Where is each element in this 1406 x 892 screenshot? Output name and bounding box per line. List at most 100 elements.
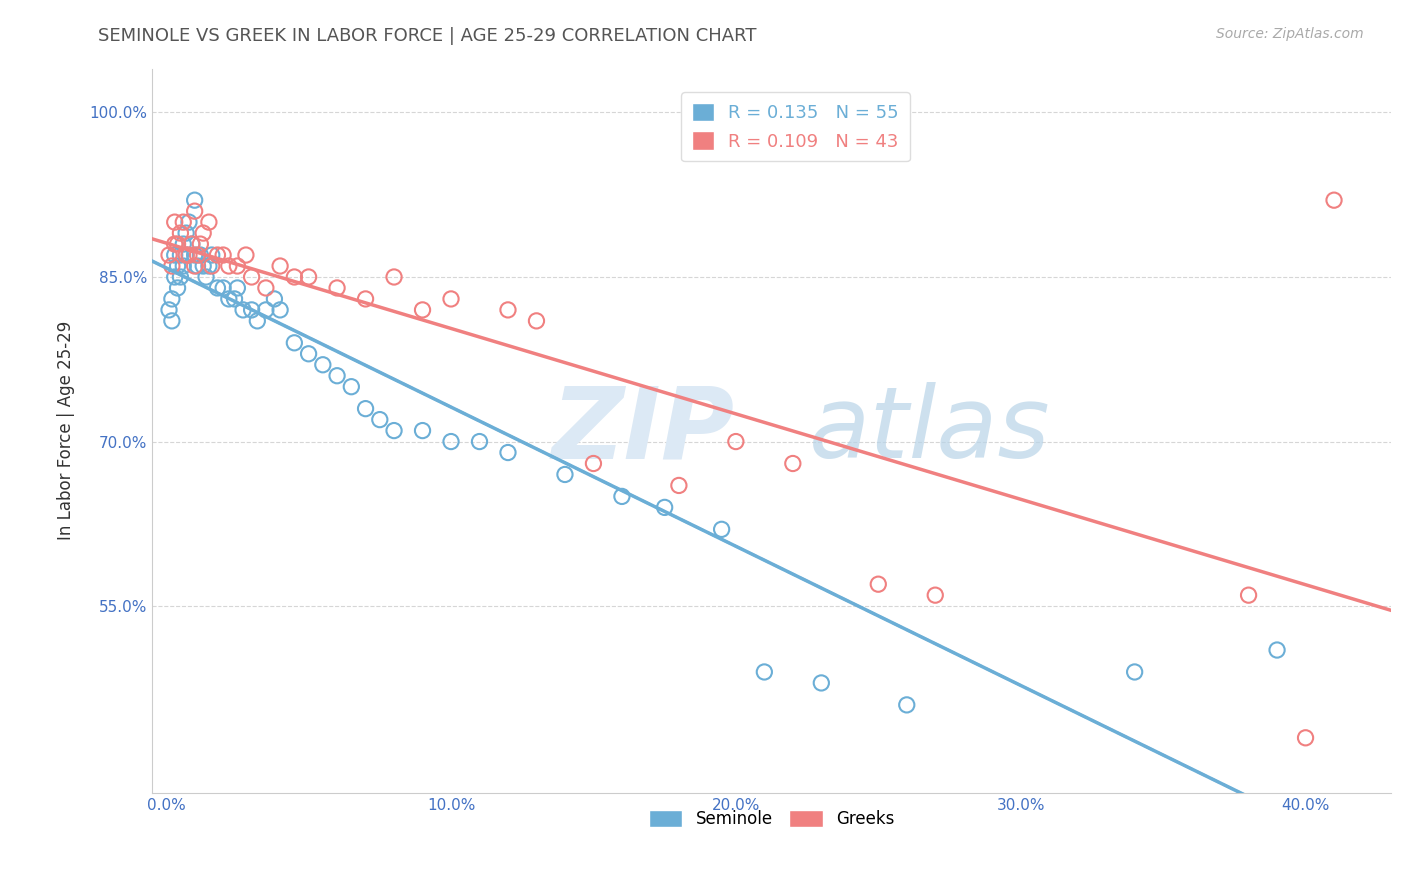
Point — [183, 193, 205, 207]
Point — [174, 226, 197, 240]
Point — [724, 434, 747, 449]
Point — [166, 259, 188, 273]
Point — [412, 424, 434, 438]
Text: SEMINOLE VS GREEK IN LABOR FORCE | AGE 25-29 CORRELATION CHART: SEMINOLE VS GREEK IN LABOR FORCE | AGE 2… — [98, 27, 756, 45]
Point — [186, 248, 208, 262]
Point — [195, 270, 218, 285]
Point — [382, 424, 405, 438]
Point — [382, 270, 405, 285]
Point — [754, 665, 776, 679]
Point — [326, 368, 349, 383]
Point — [496, 302, 519, 317]
Point — [440, 292, 463, 306]
Point — [1237, 588, 1260, 602]
Point — [201, 259, 224, 273]
Point — [654, 500, 676, 515]
Point — [177, 248, 200, 262]
Point — [183, 259, 205, 273]
Point — [180, 237, 202, 252]
Point — [246, 314, 269, 328]
Point — [354, 292, 377, 306]
Point — [554, 467, 576, 482]
Point — [166, 237, 188, 252]
Point — [810, 676, 832, 690]
Point — [440, 434, 463, 449]
Point — [193, 226, 215, 240]
Point — [207, 281, 229, 295]
Point — [169, 270, 191, 285]
Point — [207, 248, 229, 262]
Point — [1323, 193, 1346, 207]
Point — [868, 577, 890, 591]
Point — [174, 248, 197, 262]
Point — [340, 380, 363, 394]
Point — [163, 270, 186, 285]
Point — [193, 259, 215, 273]
Point — [198, 215, 221, 229]
Point — [218, 259, 240, 273]
Point — [254, 281, 277, 295]
Point — [782, 457, 804, 471]
Point — [1265, 643, 1288, 657]
Point — [312, 358, 335, 372]
Point — [212, 281, 235, 295]
Point — [160, 259, 183, 273]
Point — [297, 347, 319, 361]
Point — [212, 248, 235, 262]
Text: Source: ZipAtlas.com: Source: ZipAtlas.com — [1216, 27, 1364, 41]
Point — [180, 237, 202, 252]
Point — [186, 259, 208, 273]
Point — [160, 314, 183, 328]
Point — [240, 302, 263, 317]
Point — [163, 215, 186, 229]
Point — [172, 259, 194, 273]
Y-axis label: In Labor Force | Age 25-29: In Labor Force | Age 25-29 — [58, 321, 75, 541]
Point — [582, 457, 605, 471]
Point — [226, 281, 249, 295]
Point — [188, 237, 211, 252]
Point — [232, 302, 254, 317]
Point — [269, 259, 291, 273]
Point — [226, 259, 249, 273]
Point — [526, 314, 548, 328]
Point — [710, 522, 733, 536]
Point — [160, 292, 183, 306]
Point — [235, 248, 257, 262]
Point — [157, 248, 180, 262]
Point — [224, 292, 246, 306]
Point — [354, 401, 377, 416]
Point — [326, 281, 349, 295]
Point — [163, 237, 186, 252]
Point — [163, 248, 186, 262]
Point — [240, 270, 263, 285]
Point — [177, 215, 200, 229]
Point — [169, 248, 191, 262]
Point — [496, 445, 519, 459]
Point — [269, 302, 291, 317]
Point — [172, 215, 194, 229]
Point — [468, 434, 491, 449]
Point — [610, 490, 633, 504]
Point — [1295, 731, 1317, 745]
Point — [183, 248, 205, 262]
Text: ZIP: ZIP — [551, 382, 734, 479]
Point — [283, 335, 305, 350]
Point — [166, 281, 188, 295]
Point — [668, 478, 690, 492]
Point — [188, 248, 211, 262]
Legend: Seminole, Greeks: Seminole, Greeks — [643, 804, 901, 835]
Point — [1123, 665, 1146, 679]
Point — [924, 588, 946, 602]
Point — [174, 248, 197, 262]
Point — [896, 698, 918, 712]
Point — [412, 302, 434, 317]
Point — [183, 204, 205, 219]
Point — [368, 412, 391, 426]
Point — [263, 292, 285, 306]
Point — [283, 270, 305, 285]
Point — [172, 237, 194, 252]
Point — [169, 226, 191, 240]
Point — [218, 292, 240, 306]
Point — [201, 248, 224, 262]
Point — [198, 259, 221, 273]
